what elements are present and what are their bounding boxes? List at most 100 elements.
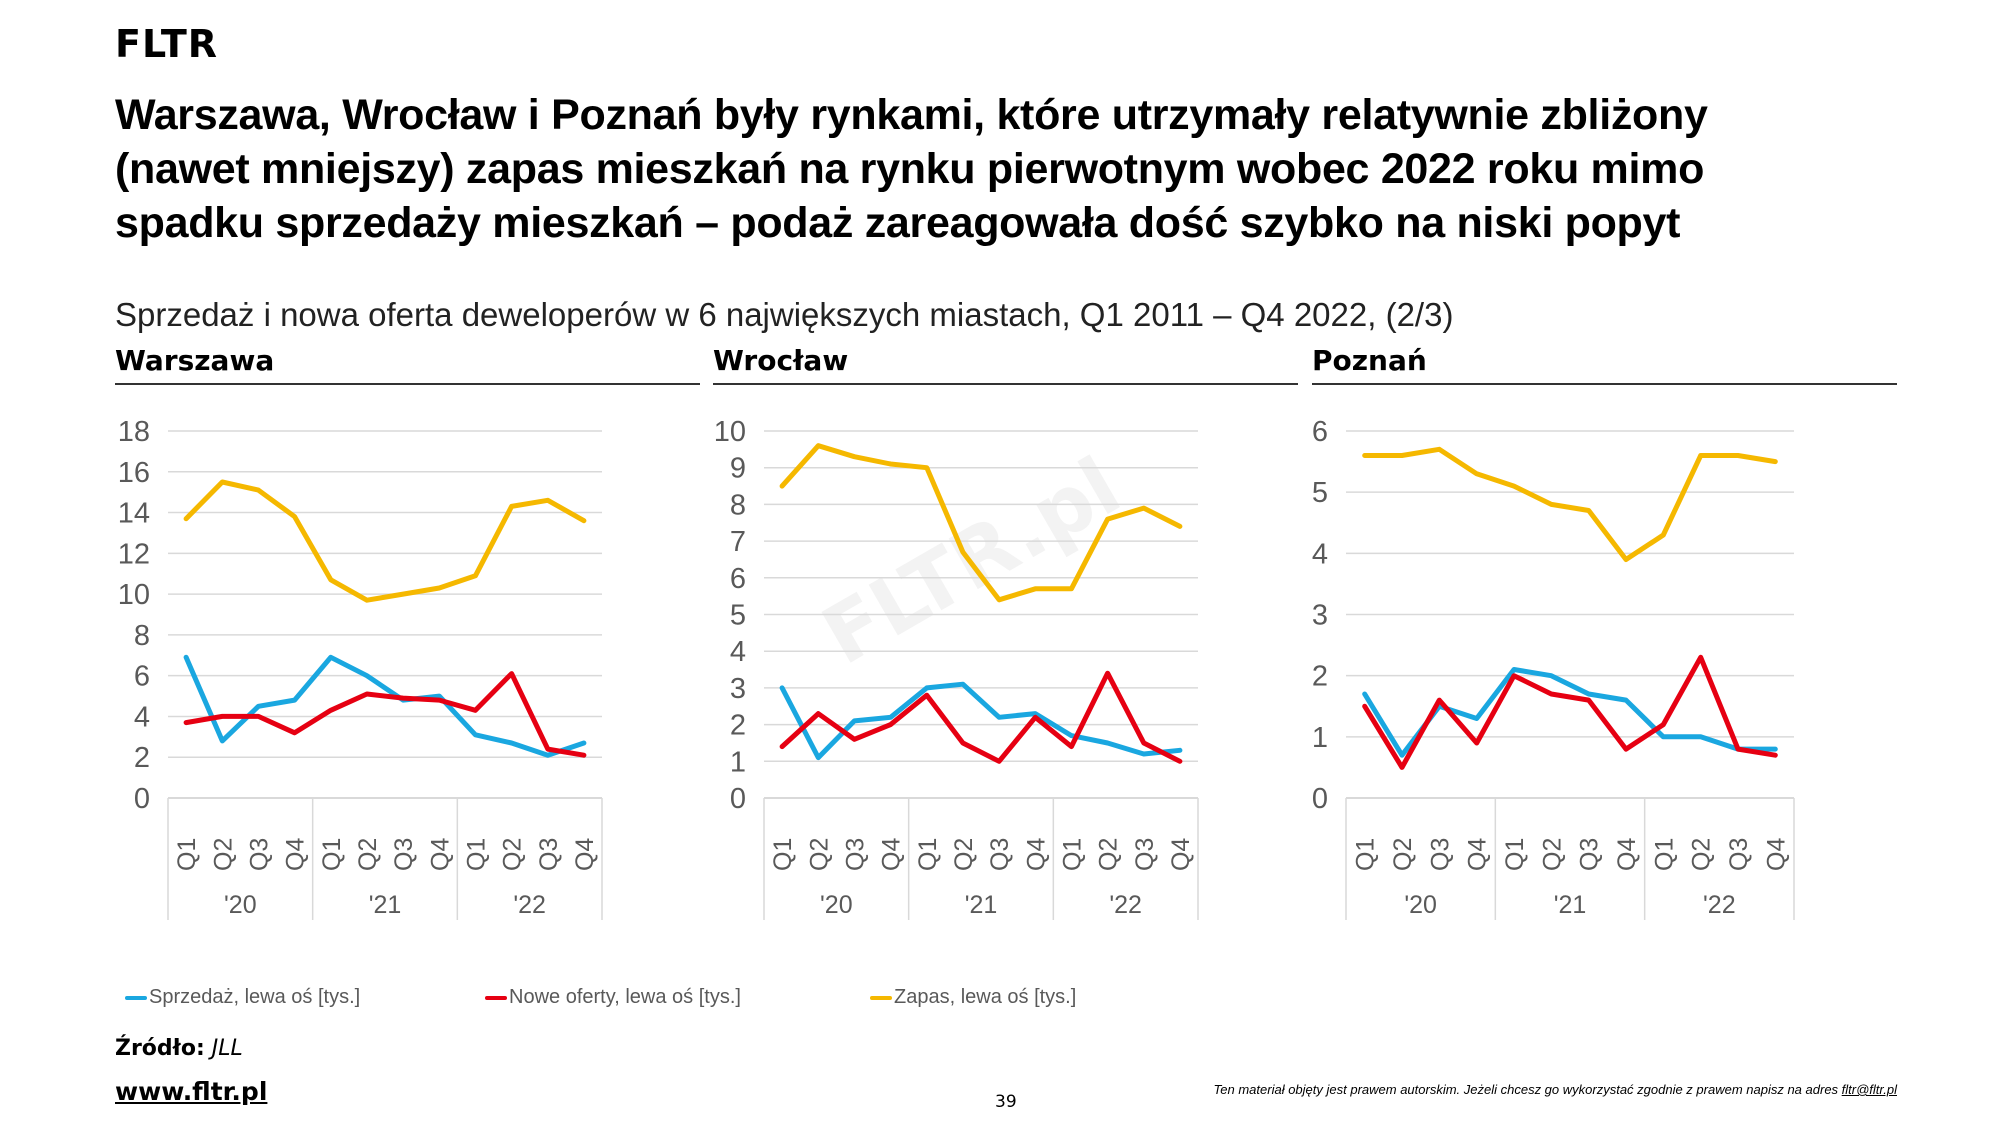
title-line: (nawet mniejszy) zapas mieszkań na rynku… <box>115 145 1705 193</box>
x-tick-label: Q3 <box>986 838 1014 871</box>
x-tick-label: Q1 <box>173 838 201 871</box>
y-tick-label: 6 <box>730 563 746 595</box>
panel-title-wroclaw: Wrocław <box>713 344 1298 385</box>
new-offers-line <box>1362 654 1778 770</box>
x-group-label: '21 <box>965 891 998 919</box>
legend-swatch-sales <box>125 995 147 1000</box>
legend-item-sales: Sprzedaż, lewa oś [tys.] <box>125 986 360 1009</box>
legend-swatch-stock <box>870 995 892 1000</box>
x-tick-label: Q4 <box>1464 838 1492 871</box>
website-link[interactable]: www.fltr.pl <box>115 1077 268 1106</box>
x-group-label: '21 <box>369 891 402 919</box>
stock-line <box>183 479 587 603</box>
x-tick-label: Q2 <box>1688 838 1716 871</box>
x-tick-label: Q3 <box>535 838 563 871</box>
x-tick-label: Q3 <box>1725 838 1753 871</box>
y-tick-label: 6 <box>1312 416 1328 448</box>
x-tick-label: Q2 <box>950 838 978 871</box>
x-tick-label: Q4 <box>1762 838 1790 871</box>
sales-line <box>183 654 587 758</box>
x-tick-label: Q2 <box>499 838 527 871</box>
y-tick-label: 18 <box>118 416 150 448</box>
y-tick-label: 2 <box>1312 661 1328 693</box>
x-tick-label: Q1 <box>769 838 797 871</box>
x-tick-label: Q2 <box>354 838 382 871</box>
y-tick-label: 7 <box>730 526 746 558</box>
legend-item-new-offers: Nowe oferty, lewa oś [tys.] <box>485 986 741 1009</box>
y-tick-label: 10 <box>714 416 746 448</box>
x-tick-label: Q2 <box>1095 838 1123 871</box>
x-tick-label: Q2 <box>805 838 833 871</box>
x-tick-label: Q3 <box>841 838 869 871</box>
brand-logo: FLTR <box>115 22 219 66</box>
x-tick-label: Q4 <box>1022 838 1050 871</box>
y-tick-label: 2 <box>134 742 150 774</box>
stock-line <box>779 443 1183 603</box>
legend-label: Zapas, lewa oś [tys.] <box>894 986 1077 1008</box>
x-tick-label: Q1 <box>914 838 942 871</box>
y-tick-label: 4 <box>1312 538 1328 570</box>
panel-title-warszawa: Warszawa <box>115 344 700 385</box>
y-tick-label: 1 <box>730 746 746 778</box>
stock-line <box>1362 446 1778 562</box>
x-tick-label: Q1 <box>1352 838 1380 871</box>
sales-line <box>1362 667 1778 758</box>
x-tick-label: Q4 <box>282 838 310 871</box>
legend-swatch-new-offers <box>485 995 507 1000</box>
legend-label: Sprzedaż, lewa oś [tys.] <box>149 986 361 1008</box>
y-tick-label: 0 <box>730 783 746 815</box>
y-tick-label: 8 <box>134 620 150 652</box>
y-tick-label: 1 <box>1312 722 1328 754</box>
title-line: spadku sprzedaży mieszkań – podaż zareag… <box>115 199 1681 247</box>
x-tick-label: Q3 <box>1426 838 1454 871</box>
panel-title-poznan: Poznań <box>1312 344 1897 385</box>
x-tick-label: Q2 <box>209 838 237 871</box>
x-tick-label: Q3 <box>390 838 418 871</box>
x-group-label: '22 <box>513 891 546 919</box>
x-group-label: '21 <box>1554 891 1587 919</box>
copyright-text: Ten materiał objęty jest prawem autorski… <box>1213 1082 1839 1097</box>
y-tick-label: 14 <box>118 498 150 530</box>
x-tick-label: Q4 <box>571 838 599 871</box>
title-line: Warszawa, Wrocław i Poznań były rynkami,… <box>115 91 1708 139</box>
x-group-label: '20 <box>1404 891 1437 919</box>
y-tick-label: 5 <box>730 600 746 632</box>
y-tick-label: 2 <box>730 710 746 742</box>
page-title: Warszawa, Wrocław i Poznań były rynkami,… <box>115 88 1975 250</box>
x-tick-label: Q1 <box>462 838 490 871</box>
legend-item-stock: Zapas, lewa oś [tys.] <box>870 986 1076 1009</box>
x-tick-label: Q1 <box>318 838 346 871</box>
x-tick-label: Q1 <box>1501 838 1529 871</box>
y-tick-label: 9 <box>730 453 746 485</box>
page-number: 39 <box>995 1092 1017 1112</box>
x-tick-label: Q4 <box>1613 838 1641 871</box>
x-tick-label: Q1 <box>1650 838 1678 871</box>
y-tick-label: 12 <box>118 538 150 570</box>
x-tick-label: Q4 <box>878 838 906 871</box>
source-note: Źródło: JLL <box>115 1036 243 1061</box>
x-tick-label: Q2 <box>1389 838 1417 871</box>
legend-label: Nowe oferty, lewa oś [tys.] <box>509 986 741 1008</box>
chart-subtitle: Sprzedaż i nowa oferta deweloperów w 6 n… <box>115 296 1454 333</box>
y-tick-label: 3 <box>730 673 746 705</box>
x-group-label: '20 <box>820 891 853 919</box>
y-tick-label: 6 <box>134 661 150 693</box>
source-label: Źródło: <box>115 1036 205 1061</box>
x-tick-label: Q4 <box>1167 838 1195 871</box>
y-tick-label: 0 <box>134 783 150 815</box>
x-tick-label: Q2 <box>1538 838 1566 871</box>
y-tick-label: 8 <box>730 489 746 521</box>
new-offers-line <box>779 670 1183 764</box>
x-group-label: '22 <box>1703 891 1736 919</box>
x-group-label: '22 <box>1109 891 1142 919</box>
y-tick-label: 3 <box>1312 600 1328 632</box>
x-tick-label: Q3 <box>1576 838 1604 871</box>
y-tick-label: 4 <box>134 701 150 733</box>
y-tick-label: 0 <box>1312 783 1328 815</box>
x-tick-label: Q1 <box>1058 838 1086 871</box>
copyright-email-link[interactable]: fltr@fltr.pl <box>1841 1082 1897 1097</box>
new-offers-line <box>183 671 587 758</box>
y-tick-label: 16 <box>118 457 150 489</box>
